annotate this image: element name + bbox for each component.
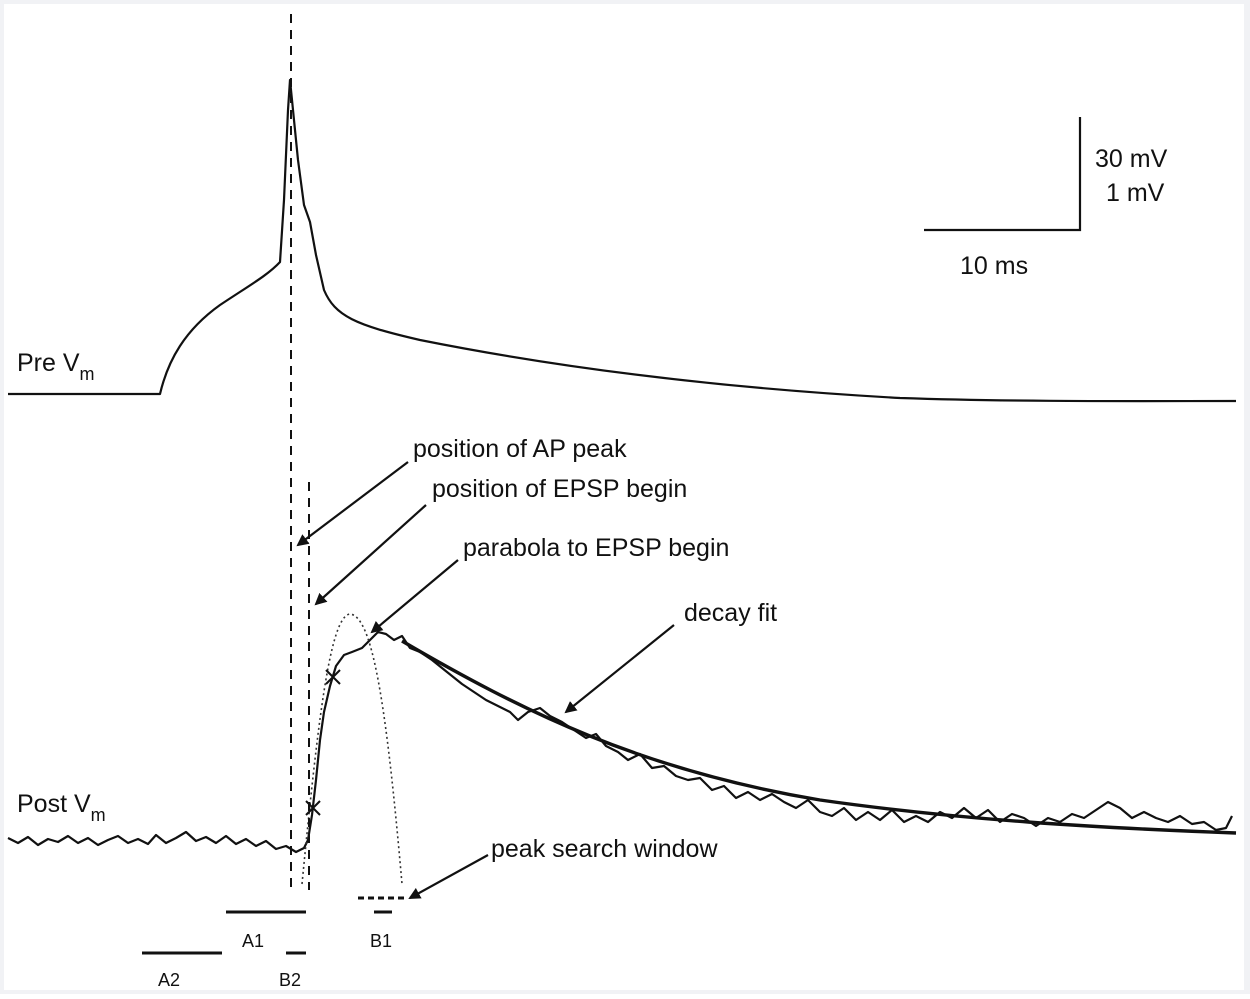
scale-v1-label: 30 mV xyxy=(1095,145,1168,173)
window-b1-label: B1 xyxy=(370,931,392,951)
scale-v2-label: 1 mV xyxy=(1106,179,1165,207)
ap-peak-arrow xyxy=(296,461,409,547)
scale-t-label: 10 ms xyxy=(960,252,1028,280)
window-b2-label: B2 xyxy=(279,970,301,990)
ap-peak-annotation: position of AP peak xyxy=(413,435,627,463)
window-a1-label: A1 xyxy=(242,931,264,951)
decay-fit-annotation: decay fit xyxy=(684,599,777,627)
decay-fit-arrow xyxy=(564,624,675,714)
window-a2-label: A2 xyxy=(158,970,180,990)
scale-bar xyxy=(924,117,1082,232)
epsp-begin-annotation: position of EPSP begin xyxy=(432,475,687,503)
pre-vm-label: Pre Vm xyxy=(17,349,95,384)
parabola-arrow xyxy=(370,559,459,634)
post-vm-trace xyxy=(7,630,1233,854)
peak-window-annotation: peak search window xyxy=(491,835,718,863)
post-vm-label: Post Vm xyxy=(17,790,106,825)
epsp-begin-arrow xyxy=(314,504,427,606)
peak-window-arrow xyxy=(408,854,489,899)
fit-point-marker xyxy=(325,669,341,685)
parabola-curve xyxy=(301,613,403,885)
fit-point-marker xyxy=(305,800,321,816)
decay-fit-curve xyxy=(401,639,1237,835)
pre-vm-trace xyxy=(8,78,1237,403)
parabola-annotation: parabola to EPSP begin xyxy=(463,534,729,562)
